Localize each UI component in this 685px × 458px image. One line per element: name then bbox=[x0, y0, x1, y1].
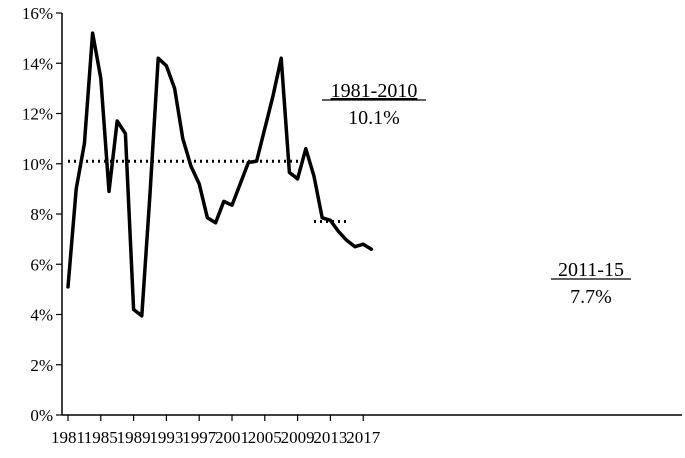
x-tick-label: 1981 bbox=[51, 428, 85, 447]
y-axis-ticks: 0% 2% 4% 6% 8% 10% 12% 14% 16% bbox=[22, 4, 62, 425]
x-tick-label: 1989 bbox=[117, 428, 151, 447]
x-tick-label: 2001 bbox=[215, 428, 249, 447]
x-tick-label: 2013 bbox=[313, 428, 347, 447]
annotation-1981-2010: 1981-2010 10.1% bbox=[322, 80, 426, 129]
x-tick-label: 2017 bbox=[346, 428, 381, 447]
y-tick-label: 16% bbox=[22, 4, 53, 23]
y-tick-label: 2% bbox=[30, 356, 53, 375]
annotation-period: 2011-15 bbox=[558, 259, 624, 281]
y-tick-label: 10% bbox=[22, 155, 53, 174]
x-tick-label: 2009 bbox=[281, 428, 315, 447]
annotation-2011-15: 2011-15 7.7% bbox=[551, 259, 631, 308]
annotation-value: 10.1% bbox=[348, 107, 400, 129]
y-tick-label: 4% bbox=[30, 306, 53, 325]
annotation-value: 7.7% bbox=[570, 286, 612, 308]
reference-lines bbox=[68, 159, 347, 224]
y-tick-label: 12% bbox=[22, 105, 53, 124]
x-tick-label: 2005 bbox=[248, 428, 282, 447]
y-tick-label: 6% bbox=[30, 255, 53, 274]
y-tick-label: 14% bbox=[22, 54, 53, 73]
annotation-period: 1981-2010 bbox=[331, 80, 418, 102]
x-tick-label: 1985 bbox=[84, 428, 118, 447]
y-tick-label: 0% bbox=[30, 406, 53, 425]
x-tick-label: 1997 bbox=[182, 428, 217, 447]
y-tick-label: 8% bbox=[30, 205, 53, 224]
series-line bbox=[66, 31, 374, 318]
x-tick-label: 1993 bbox=[149, 428, 183, 447]
